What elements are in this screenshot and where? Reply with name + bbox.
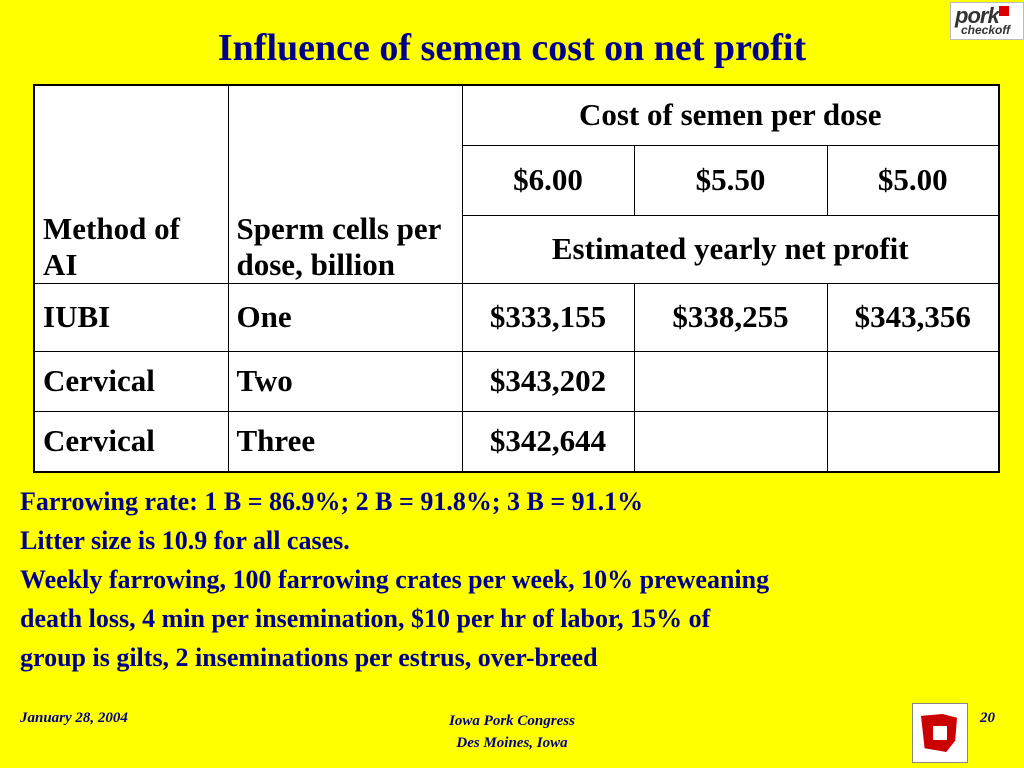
header-cost-per-dose: Cost of semen per dose	[461, 84, 1000, 146]
row-cells: One	[227, 282, 463, 352]
footer-event-line1: Iowa Pork Congress	[449, 713, 575, 729]
note-line: Farrowing rate: 1 B = 86.9%; 2 B = 91.8%…	[20, 487, 644, 516]
footer-date: January 28, 2004	[20, 710, 128, 726]
row-value	[826, 410, 1000, 473]
row-cells: Two	[227, 350, 463, 412]
footer-event: Iowa Pork Congress Des Moines, Iowa	[362, 710, 662, 754]
row-method: Cervical	[33, 350, 229, 412]
logo-flag-icon	[999, 6, 1009, 16]
profit-table: Method of AI Sperm cells per dose, billi…	[33, 84, 1000, 473]
ohio-logo-icon	[912, 703, 968, 763]
cost-5-50: $5.50	[633, 144, 828, 216]
row-method: IUBI	[33, 282, 229, 352]
row-value: $338,255	[633, 282, 828, 352]
row-value: $342,644	[461, 410, 635, 473]
logo-text-bottom: checkoff	[961, 23, 1011, 37]
header-net-profit: Estimated yearly net profit	[461, 214, 1000, 284]
note-line: death loss, 4 min per insemination, $10 …	[20, 604, 711, 633]
row-value: $343,202	[461, 350, 635, 412]
cost-6-00: $6.00	[461, 144, 635, 216]
notes: Farrowing rate: 1 B = 86.9%; 2 B = 91.8%…	[20, 482, 1010, 677]
row-cells: Three	[227, 410, 463, 473]
header-sperm-cells: Sperm cells per dose, billion	[227, 84, 463, 284]
row-value	[633, 410, 828, 473]
note-line: Litter size is 10.9 for all cases.	[20, 526, 350, 555]
logo-text-top: pork	[955, 3, 1000, 28]
pork-checkoff-logo: pork checkoff	[950, 2, 1024, 40]
table-row: Cervical Three $342,644	[33, 410, 1000, 473]
note-line: group is gilts, 2 inseminations per estr…	[20, 643, 598, 672]
table-row: Cervical Two $343,202	[33, 350, 1000, 412]
row-method: Cervical	[33, 410, 229, 473]
row-value: $333,155	[461, 282, 635, 352]
header-method: Method of AI	[33, 84, 229, 284]
cost-5-00: $5.00	[826, 144, 1000, 216]
slide-title: Influence of semen cost on net profit	[217, 27, 807, 69]
footer-event-line2: Des Moines, Iowa	[456, 735, 568, 751]
note-line: Weekly farrowing, 100 farrowing crates p…	[20, 565, 770, 594]
table-row: IUBI One $333,155 $338,255 $343,356	[33, 282, 1000, 352]
row-value	[633, 350, 828, 412]
row-value	[826, 350, 1000, 412]
page-number: 20	[980, 710, 995, 726]
row-value: $343,356	[826, 282, 1000, 352]
